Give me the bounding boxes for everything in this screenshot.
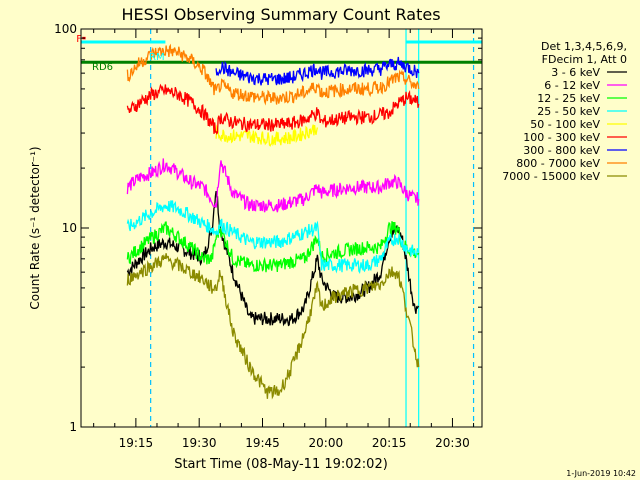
x-tick-label: 20:30 (435, 436, 470, 450)
legend-header: FDecim 1, Att 0 (542, 53, 627, 66)
legend-label: 7000 - 15000 keV (502, 170, 600, 183)
legend-label: 25 - 50 keV (537, 105, 600, 118)
trace-label: RD6 (92, 62, 113, 73)
series-line-3-6-kev (126, 191, 420, 327)
y-axis-label: Count Rate (s⁻¹ detector⁻¹) (28, 146, 42, 309)
plot-area: F RD6 RM (76, 29, 482, 427)
trace-label: F (76, 34, 82, 45)
legend-label: 6 - 12 keV (544, 79, 600, 92)
chart-title: HESSI Observing Summary Count Rates (121, 5, 440, 24)
legend-label: 300 - 800 keV (523, 144, 600, 157)
x-tick-label: 19:45 (245, 436, 280, 450)
x-tick-label: 20:00 (309, 436, 344, 450)
series-line-50-100-kev (215, 124, 319, 147)
legend-header: Det 1,3,4,5,6,9, (541, 40, 627, 53)
x-tick-label: 19:15 (119, 436, 154, 450)
legend-label: 100 - 300 keV (523, 131, 600, 144)
legend-label: 3 - 6 keV (551, 66, 600, 79)
series-line-12-25-kev (126, 221, 420, 273)
legend-label: 800 - 7000 keV (516, 157, 600, 170)
series-line-25-50-kev (126, 200, 420, 274)
y-tick-label: 1 (69, 420, 77, 434)
series-line-7000-15000-kev (126, 253, 420, 400)
y-tick-label: 100 (54, 22, 77, 36)
y-tick-label: 10 (62, 221, 77, 235)
y-axis: 1 10 100 (54, 22, 482, 434)
series-line-100-300-kev (126, 83, 420, 135)
x-tick-label: 20:15 (372, 436, 407, 450)
series-line-800-7000-kev (126, 43, 420, 106)
x-axis: 19:15 19:30 19:45 20:00 20:15 20:30 (93, 29, 475, 450)
legend-label: 50 - 100 keV (530, 118, 600, 131)
timestamp: 1-Jun-2019 10:42 (566, 469, 636, 478)
series-line-300-800-kev (215, 56, 420, 86)
legend: Det 1,3,4,5,6,9,FDecim 1, Att 03 - 6 keV… (502, 40, 627, 183)
x-axis-label: Start Time (08-May-11 19:02:02) (174, 457, 388, 472)
series-line-6-12-kev (126, 158, 420, 213)
legend-label: 12 - 25 keV (537, 92, 600, 105)
x-tick-label: 19:30 (182, 436, 217, 450)
trace-label: RM (149, 52, 165, 63)
